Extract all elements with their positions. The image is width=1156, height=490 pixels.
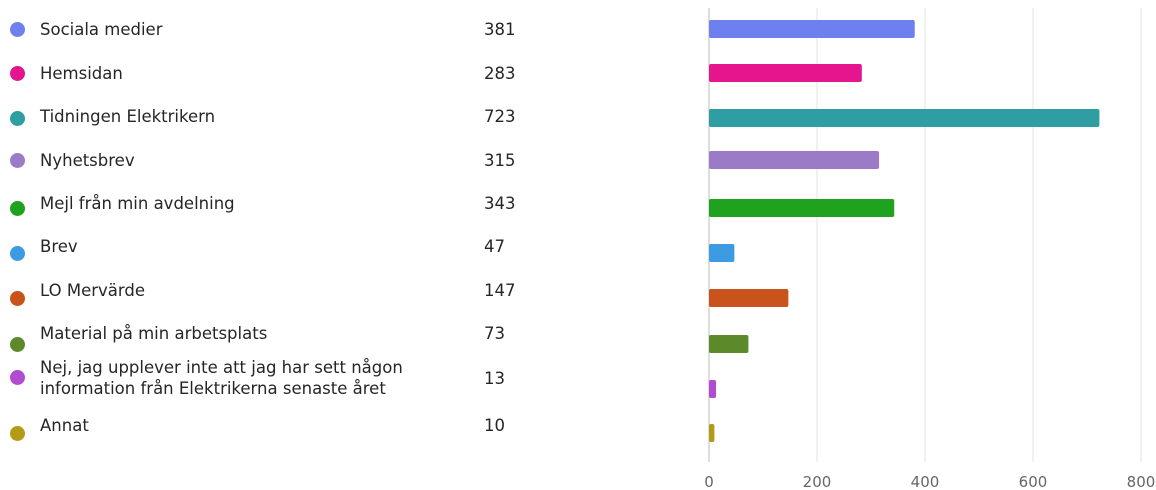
legend-label: Material på min arbetsplats — [40, 324, 268, 343]
legend-label: Mejl från min avdelning — [40, 194, 235, 213]
legend-color-dot — [10, 152, 25, 168]
legend-label: LO Mervärde — [40, 281, 146, 300]
legend-count: 73 — [484, 324, 505, 343]
legend-label: Nyhetsbrev — [40, 151, 135, 170]
legend-count: 343 — [484, 194, 516, 213]
x-tick-label: 600 — [1019, 473, 1048, 490]
legend-count: 283 — [484, 64, 516, 83]
legend-label: Nej, jag upplever inte att jag har sett … — [40, 358, 403, 398]
legend-color-dot — [10, 65, 25, 81]
legend-label: Brev — [40, 237, 78, 256]
x-tick-label: 0 — [704, 473, 714, 490]
legend-count: 47 — [484, 237, 505, 256]
legend-color-dot — [10, 200, 25, 216]
legend-count: 723 — [484, 107, 516, 126]
chart-legend: Sociala medier 381 Hemsidan 283 Tidningen El… — [0, 0, 560, 490]
bar — [709, 289, 789, 307]
legend-label: Annat — [40, 416, 89, 435]
legend-label: Hemsidan — [40, 64, 123, 83]
legend-color-dot — [10, 369, 25, 385]
legend-color-dot — [10, 290, 25, 306]
legend-color-dot — [10, 425, 25, 441]
legend-color-dot — [10, 336, 25, 352]
bar — [709, 380, 717, 398]
legend-label: Sociala medier — [40, 20, 163, 39]
legend-count: 10 — [484, 416, 505, 435]
legend-count: 315 — [484, 151, 516, 170]
x-tick-label: 800 — [1127, 473, 1156, 490]
legend-color-dot — [10, 110, 25, 126]
bar — [709, 244, 735, 262]
x-tick-label: 400 — [911, 473, 940, 490]
bar — [709, 20, 915, 38]
legend-count: 381 — [484, 20, 516, 39]
bar — [709, 109, 1100, 127]
legend-label: Tidningen Elektrikern — [40, 107, 216, 126]
bar — [709, 151, 880, 169]
legend-color-dot — [10, 21, 25, 37]
bar — [709, 199, 895, 217]
bar — [709, 424, 715, 442]
legend-color-dot — [10, 245, 25, 261]
bar — [709, 64, 862, 82]
legend-count: 147 — [484, 281, 516, 300]
x-tick-label: 200 — [803, 473, 832, 490]
bar — [709, 335, 749, 353]
legend-count: 13 — [484, 369, 505, 388]
